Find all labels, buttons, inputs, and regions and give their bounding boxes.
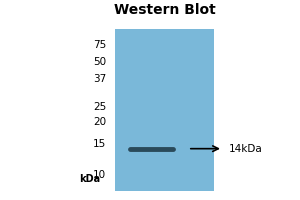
Text: 10: 10	[93, 170, 106, 180]
FancyBboxPatch shape	[115, 29, 214, 191]
Text: 75: 75	[93, 40, 106, 50]
Text: kDa: kDa	[79, 174, 100, 184]
Text: 37: 37	[93, 74, 106, 84]
Text: 15: 15	[93, 139, 106, 149]
Text: 25: 25	[93, 102, 106, 112]
Text: 50: 50	[93, 57, 106, 67]
Text: Western Blot: Western Blot	[114, 3, 215, 17]
Text: 14kDa: 14kDa	[229, 144, 262, 154]
Text: 20: 20	[93, 117, 106, 127]
